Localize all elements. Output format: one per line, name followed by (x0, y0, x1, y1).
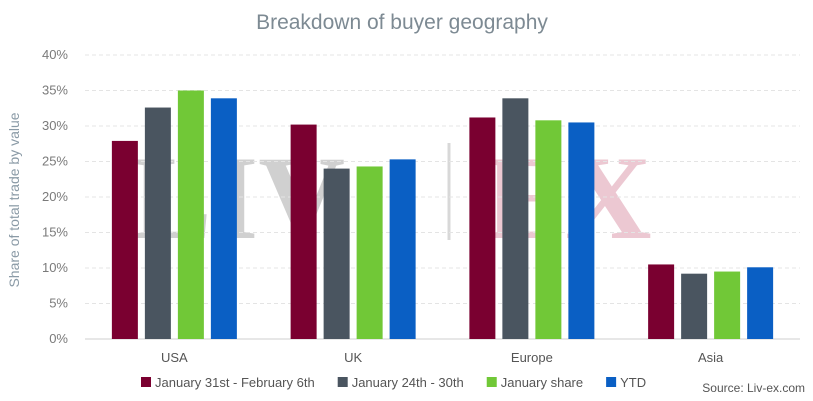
bar-usa-series-3 (177, 90, 204, 339)
x-category-label: USA (161, 350, 188, 365)
bar-europe-series-1 (469, 117, 496, 339)
bar-asia-series-1 (648, 264, 675, 339)
bar-uk-series-4 (389, 159, 416, 339)
legend-label: January 24th - 30th (352, 375, 464, 390)
bar-usa-series-1 (111, 140, 138, 339)
x-axis-categories: USA UK Europe Asia (161, 350, 724, 365)
bar-europe-series-2 (502, 98, 529, 339)
legend-swatch (486, 377, 497, 387)
y-tick-label: 0% (49, 331, 68, 346)
x-category-label: Europe (511, 350, 553, 365)
x-category-label: Asia (698, 350, 724, 365)
bar-asia-series-4 (747, 267, 774, 339)
legend: January 31st - February 6th January 24th … (141, 375, 646, 390)
bars (111, 90, 774, 339)
bar-uk-series-1 (290, 124, 317, 339)
legend-label: YTD (620, 375, 646, 390)
y-tick-label: 30% (42, 118, 68, 133)
bar-usa-series-4 (210, 98, 237, 339)
gridlines (85, 54, 800, 340)
chart-title: Breakdown of buyer geography (256, 11, 548, 34)
bar-europe-series-4 (568, 122, 595, 339)
bar-uk-series-3 (356, 166, 383, 339)
y-tick-label: 10% (42, 260, 68, 275)
y-tick-label: 20% (42, 189, 68, 204)
y-tick-label: 40% (42, 47, 68, 62)
x-category-label: UK (344, 350, 362, 365)
legend-label: January share (501, 375, 583, 390)
bar-asia-series-2 (681, 273, 708, 339)
legend-label: January 31st - February 6th (155, 375, 315, 390)
bar-europe-series-3 (535, 120, 562, 339)
bar-asia-series-3 (714, 271, 741, 339)
y-tick-label: 25% (42, 154, 68, 169)
legend-swatch (141, 377, 151, 387)
legend-swatch (606, 377, 617, 387)
bar-uk-series-2 (323, 168, 350, 339)
y-tick-label: 15% (42, 225, 68, 240)
y-tick-label: 5% (49, 296, 68, 311)
y-axis-ticks: 0% 5% 10% 15% 20% 25% 30% 35% 40% (42, 47, 68, 346)
source-note: Source: Liv-ex.com (702, 381, 805, 395)
bar-usa-series-2 (144, 107, 171, 339)
y-tick-label: 35% (42, 83, 68, 98)
y-axis-label: Share of total trade by value (6, 112, 22, 287)
legend-swatch (337, 377, 348, 387)
